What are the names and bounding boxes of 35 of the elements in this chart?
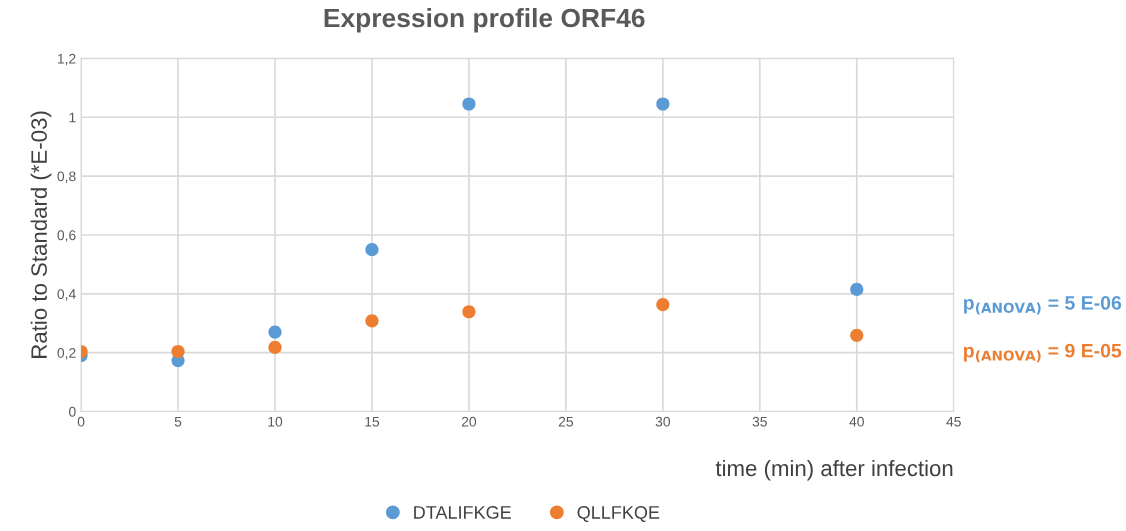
x-tick-label: 45: [946, 416, 961, 427]
x-tick-label: 10: [268, 416, 283, 427]
x-tick-label: 25: [558, 416, 574, 427]
point: [462, 97, 476, 111]
point: [656, 298, 670, 312]
legend-label: DTALIFKGE: [414, 506, 511, 519]
point: [268, 340, 282, 354]
y-tick-label: 1,2: [57, 53, 76, 66]
x-axis-title: time (min) after infection: [715, 459, 953, 481]
x-tick-label: 5: [174, 416, 182, 427]
point: [462, 305, 476, 319]
point: [365, 243, 379, 257]
text: p$_{(ANOVA)}$ = 9 E-05: [964, 343, 1122, 363]
point: [171, 344, 185, 359]
point: [850, 328, 864, 342]
x-tick-label: 20: [461, 416, 477, 427]
y-tick-label: 0,4: [57, 289, 76, 301]
point: [656, 97, 670, 111]
text: p$_{(ANOVA)}$ = 5 E-06: [964, 295, 1122, 315]
y-tick-label: 0,8: [57, 171, 76, 183]
chart-title: Expression profile ORF46: [324, 7, 645, 33]
point: [268, 325, 282, 339]
legend-label: QLLFKQE: [577, 506, 660, 523]
x-tick-label: 0: [77, 416, 85, 427]
point: [365, 314, 379, 328]
y-tick-label: 0,2: [57, 348, 76, 360]
x-tick-label: 35: [752, 416, 767, 427]
y-axis-title: Ratio to Standard (*E-03): [30, 111, 52, 358]
y-tick-label: 0: [69, 406, 76, 417]
y-tick-label: 1: [69, 112, 76, 123]
point: [850, 282, 864, 296]
x-tick-label: 40: [849, 416, 864, 427]
y-tick-label: 0,6: [57, 230, 76, 242]
x-tick-label: 30: [655, 416, 671, 427]
x-tick-label: 15: [365, 416, 380, 427]
